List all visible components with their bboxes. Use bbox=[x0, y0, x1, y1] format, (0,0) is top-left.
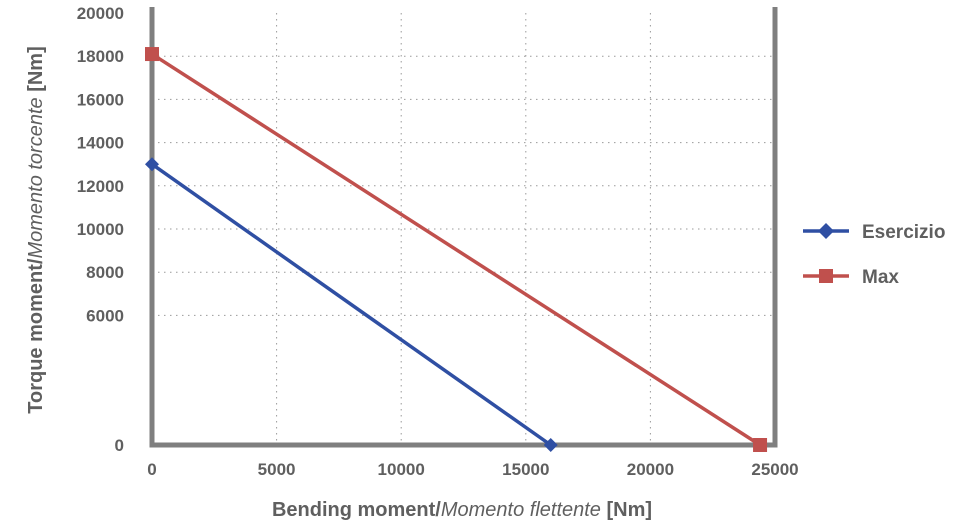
x-tick-label: 10000 bbox=[378, 460, 425, 479]
y-axis-title-main: Torque moment bbox=[25, 264, 47, 414]
axis-layer bbox=[149, 7, 778, 448]
x-axis-title-italian: Momento flettente bbox=[441, 499, 601, 521]
x-axis-title-unit: [Nm] bbox=[601, 499, 652, 521]
y-tick-label: 14000 bbox=[77, 134, 124, 153]
x-axis-title-separator: / bbox=[435, 499, 441, 521]
x-tick-label: 25000 bbox=[751, 460, 798, 479]
y-tick-label: 12000 bbox=[77, 177, 124, 196]
legend: Esercizio Max bbox=[803, 222, 945, 288]
y-tick-label: 8000 bbox=[86, 263, 124, 282]
data-point-esercizio bbox=[543, 438, 558, 452]
x-axis-title-main: Bending moment bbox=[272, 499, 436, 521]
y-tick-label: 10000 bbox=[77, 220, 124, 239]
series-line-esercizio bbox=[150, 162, 552, 447]
y-tick-label: 6000 bbox=[86, 306, 124, 325]
x-tick-label: 0 bbox=[147, 460, 156, 479]
y-axis-title-unit: [Nm] bbox=[25, 46, 47, 97]
legend-label-max: Max bbox=[862, 267, 899, 288]
y-axis-title-separator: / bbox=[25, 258, 47, 264]
legend-label-esercizio: Esercizio bbox=[862, 222, 945, 243]
x-tick-label: 15000 bbox=[502, 460, 549, 479]
y-tick-label: 18000 bbox=[77, 47, 124, 66]
y-tick-label: 16000 bbox=[77, 90, 124, 109]
tick-label-layer: 0 5000 10000 15000 20000 25000 0 6000 8000 10000 1… bbox=[77, 4, 799, 479]
y-axis-title-italian: Momento torcente bbox=[25, 97, 47, 258]
y-axis-title: Torque moment/Momento torcente [Nm] bbox=[25, 46, 47, 414]
y-tick-label: 0 bbox=[115, 436, 124, 455]
legend-marker-esercizio bbox=[818, 223, 834, 239]
x-tick-label: 20000 bbox=[627, 460, 674, 479]
x-axis-title: Bending moment/Momento flettente [Nm] bbox=[272, 499, 652, 521]
data-point-max bbox=[145, 47, 159, 62]
y-tick-label: 20000 bbox=[77, 4, 124, 23]
data-point-max bbox=[753, 438, 768, 452]
x-tick-label: 5000 bbox=[258, 460, 296, 479]
series-layer bbox=[145, 47, 768, 452]
legend-marker-max bbox=[819, 269, 833, 283]
data-point-esercizio bbox=[145, 157, 159, 172]
series-line-max bbox=[151, 52, 761, 447]
